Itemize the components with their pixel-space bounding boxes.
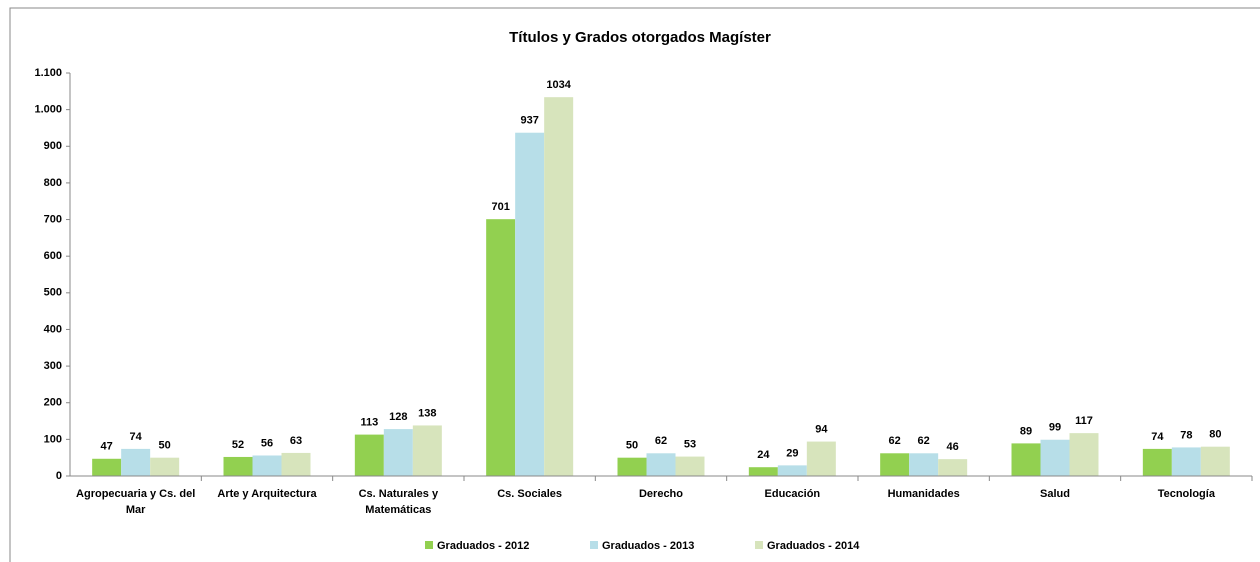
legend-swatch: [425, 541, 433, 549]
bar: [938, 459, 968, 476]
bar: [777, 465, 807, 476]
y-tick-label: 400: [44, 323, 62, 335]
bar: [354, 434, 384, 476]
y-tick-label: 800: [44, 177, 62, 189]
data-label: 56: [261, 437, 273, 449]
data-label: 29: [786, 447, 798, 459]
bar: [1069, 433, 1099, 476]
bar: [515, 132, 545, 476]
bar: [675, 456, 705, 476]
data-label: 53: [684, 438, 696, 450]
x-tick-label: Arte y Arquitectura: [217, 488, 317, 500]
bar: [252, 455, 282, 476]
y-tick-label: 600: [44, 250, 62, 262]
x-tick-label: Tecnología: [1157, 488, 1215, 500]
y-tick-label: 1.100: [34, 67, 62, 79]
legend-label: Graduados - 2012: [437, 540, 529, 552]
data-label: 62: [918, 435, 930, 447]
bar: [486, 219, 516, 477]
data-label: 138: [418, 407, 436, 419]
bar: [1200, 446, 1230, 476]
data-label: 99: [1049, 422, 1061, 434]
legend-label: Graduados - 2013: [602, 540, 694, 552]
data-label: 24: [757, 449, 770, 461]
x-tick-label: Salud: [1040, 488, 1070, 500]
data-label: 937: [520, 115, 538, 127]
bar: [646, 453, 676, 476]
x-tick-label: Agropecuaria y Cs. del Mar: [76, 488, 196, 516]
data-label: 78: [1180, 429, 1192, 441]
x-tick-label: Humanidades: [887, 488, 960, 500]
bar: [909, 453, 939, 476]
bar: [121, 448, 151, 476]
data-label: 89: [1020, 425, 1032, 437]
bar: [748, 467, 778, 476]
data-label: 701: [491, 201, 509, 213]
data-label: 62: [889, 435, 901, 447]
chart-frame: [9, 7, 1260, 562]
data-label: 50: [626, 440, 638, 452]
bar: [383, 429, 413, 476]
bar: [1040, 439, 1070, 476]
data-label: 117: [1075, 415, 1093, 427]
x-tick-label: Educación: [764, 488, 821, 500]
bar: [806, 441, 836, 476]
data-label: 62: [655, 435, 667, 447]
bar: [1011, 443, 1041, 476]
y-tick-label: 900: [44, 140, 62, 152]
x-tick-label: Derecho: [638, 488, 684, 500]
chart-title: Títulos y Grados otorgados Magíster: [509, 29, 771, 46]
data-label: 1034: [546, 79, 571, 91]
bar: [1171, 447, 1201, 476]
data-label: 94: [815, 423, 828, 435]
bar: [223, 456, 253, 476]
data-label: 128: [389, 411, 407, 423]
legend-label: Graduados - 2014: [767, 540, 860, 552]
x-tick-label: Cs. Naturales y Matemáticas: [358, 488, 439, 516]
data-label: 74: [1151, 431, 1164, 443]
data-label: 47: [101, 441, 113, 453]
y-tick-label: 200: [44, 397, 62, 409]
bar: [412, 425, 442, 476]
legend-swatch: [755, 541, 763, 549]
bar: [92, 458, 122, 476]
bar: [617, 457, 647, 476]
y-tick-label: 0: [56, 470, 62, 482]
data-label: 50: [159, 440, 171, 452]
bar: [150, 457, 180, 476]
y-tick-label: 700: [44, 213, 62, 225]
bar: [880, 453, 910, 476]
data-label: 63: [290, 435, 302, 447]
data-label: 52: [232, 439, 244, 451]
x-tick-label: Cs. Sociales: [497, 488, 563, 500]
legend-swatch: [590, 541, 598, 549]
bar: [1142, 448, 1172, 476]
bar: [544, 97, 574, 477]
y-tick-label: 500: [44, 287, 62, 299]
bar: [281, 452, 311, 476]
data-label: 46: [947, 441, 959, 453]
y-tick-label: 1.000: [34, 104, 62, 116]
y-tick-label: 100: [44, 433, 62, 445]
y-tick-label: 300: [44, 360, 62, 372]
data-label: 113: [360, 417, 378, 429]
data-label: 74: [130, 431, 143, 443]
data-label: 80: [1209, 429, 1221, 441]
